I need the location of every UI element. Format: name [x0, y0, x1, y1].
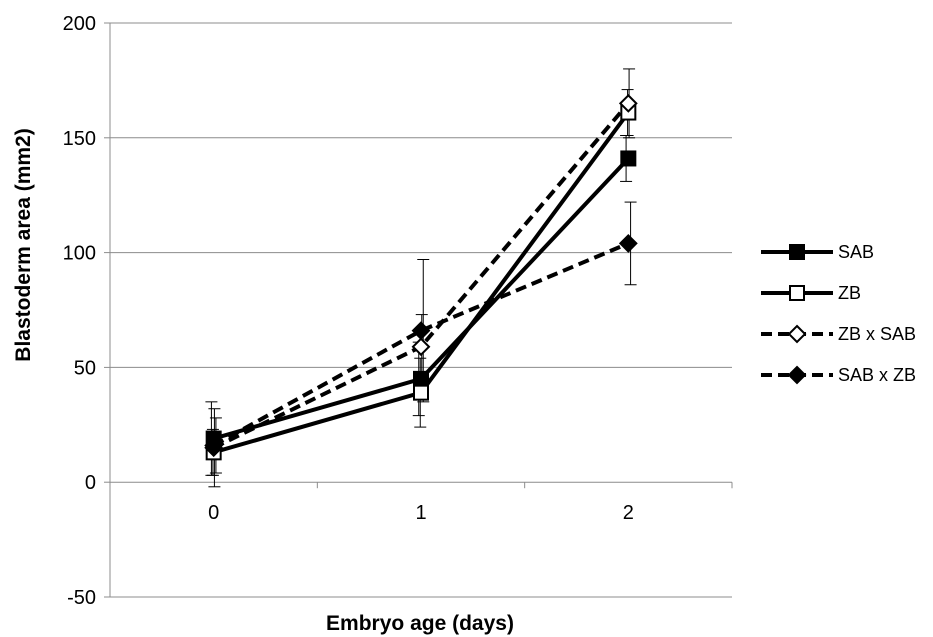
legend: SAB ZB ZB x SAB SAB x ZB: [761, 242, 916, 385]
data-point-sab-x-zb: [618, 234, 638, 253]
legend-marker-zb-x-sab: [787, 324, 807, 344]
legend-marker-sab: [789, 244, 805, 260]
legend-label-zb: ZB: [838, 283, 861, 303]
legend-label-zb-x-sab: ZB x SAB: [838, 324, 916, 344]
y-tick-label: -50: [67, 587, 96, 609]
y-tick-label: 150: [63, 128, 96, 150]
x-tick-label: 1: [415, 502, 426, 524]
data-point-sab-x-zb: [411, 321, 431, 341]
legend-marker-sab-x-zb: [787, 365, 807, 385]
legend-label-sab-x-zb: SAB x ZB: [838, 365, 916, 385]
y-tick-label: 0: [85, 472, 96, 494]
y-tick-label: 50: [74, 357, 96, 379]
x-axis-title: Embryo age (days): [326, 612, 514, 635]
y-tick-label: 100: [63, 243, 96, 265]
legend-label-sab: SAB: [838, 242, 874, 262]
data-point-zb-x-sab: [618, 93, 638, 113]
series-line-sab-x-zb: [212, 241, 630, 448]
y-axis-title: Blastoderm area (mm2): [12, 128, 35, 361]
series-markers: [204, 93, 638, 461]
data-point-sab: [413, 370, 429, 387]
x-tick-label: 2: [623, 502, 634, 524]
x-tick-label: 0: [208, 502, 219, 524]
legend-marker-zb: [789, 285, 805, 301]
data-point-zb-x-sab: [411, 337, 431, 357]
data-point-zb: [413, 384, 429, 401]
data-point-sab: [620, 150, 637, 167]
axes: -50 0 50 100 150 200 0 1 2: [63, 13, 733, 609]
data-point-sab-x-zb: [204, 436, 224, 455]
y-tick-label: 200: [63, 13, 96, 35]
